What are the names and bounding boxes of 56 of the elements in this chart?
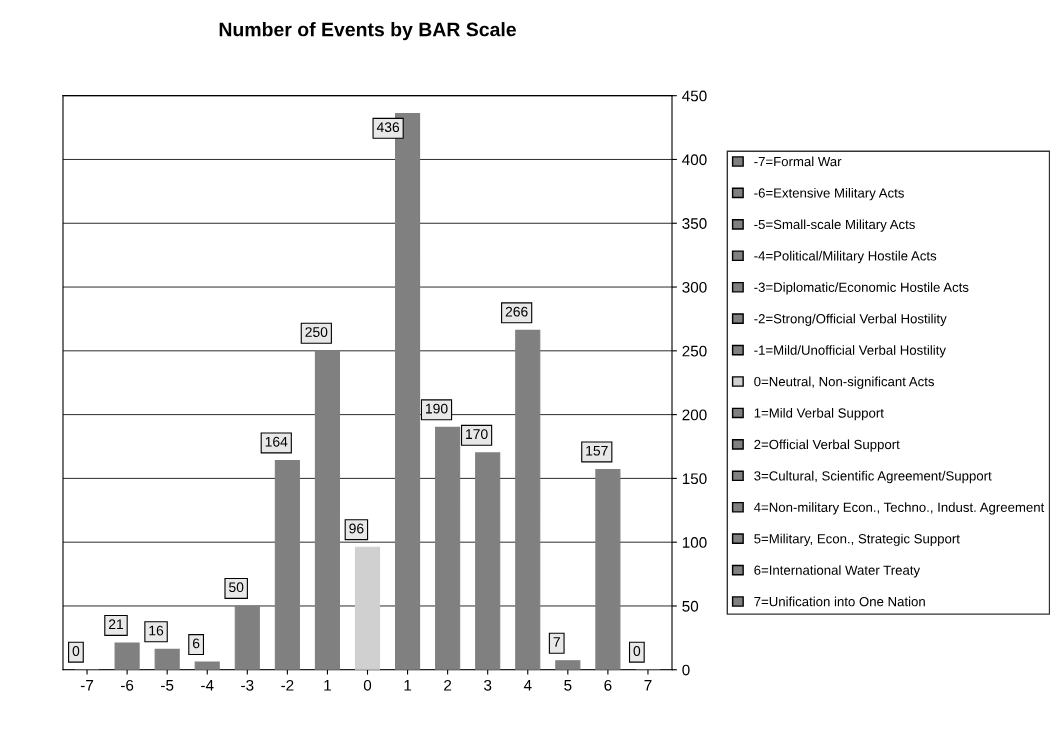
x-tick-label: 7 xyxy=(644,680,652,691)
x-tick-label: -3 xyxy=(241,679,254,691)
data-label: 16 xyxy=(149,625,164,636)
legend-label: -4=Political/Military Hostile Acts xyxy=(754,250,937,264)
data-label: 21 xyxy=(108,619,124,629)
data-label: 170 xyxy=(466,429,488,440)
data-label: 436 xyxy=(376,122,400,133)
data-label: 96 xyxy=(349,523,364,534)
data-label: 6 xyxy=(192,638,200,649)
y-tick-label: 150 xyxy=(682,473,707,485)
x-tick-label: -6 xyxy=(120,679,134,691)
y-tick-label: 350 xyxy=(682,218,707,229)
y-tick-label: 400 xyxy=(682,154,707,166)
legend-label: 5=Military, Econ., Strategic Support xyxy=(754,533,960,547)
legend-label: -1=Mild/Unofficial Verbal Hostility xyxy=(754,345,946,358)
legend-label: 7=Unification into One Nation xyxy=(754,596,925,607)
x-tick-label: 1 xyxy=(324,680,331,691)
x-tick-label: 2 xyxy=(444,679,452,691)
legend-label: 6=International Water Treaty xyxy=(754,565,921,578)
x-tick-label: 0 xyxy=(363,679,372,691)
data-label: 157 xyxy=(586,445,608,456)
legend-label: 4=Non-military Econ., Techno., Indust. Agreement xyxy=(754,502,1045,515)
data-label: 266 xyxy=(505,306,528,317)
legend-label: 0=Neutral, Non-significant Acts xyxy=(754,376,935,389)
y-tick-label: 450 xyxy=(682,90,707,102)
x-tick-label: -5 xyxy=(161,680,174,691)
data-label: 50 xyxy=(229,582,244,593)
y-tick-label: 50 xyxy=(682,600,699,612)
chart-title: Number of Events by BAR Scale xyxy=(219,22,516,41)
data-label: 250 xyxy=(305,327,328,337)
y-tick-label: 100 xyxy=(682,537,707,548)
legend-label: -3=Diplomatic/Economic Hostile Acts xyxy=(754,282,969,295)
x-tick-label: 3 xyxy=(484,679,492,691)
data-label: 0 xyxy=(72,646,80,656)
x-tick-label: 5 xyxy=(564,680,572,691)
legend-label: -6=Extensive Military Acts xyxy=(754,187,904,201)
legend-label: -5=Small-scale Military Acts xyxy=(754,219,915,232)
legend-label: 1=Mild Verbal Support xyxy=(754,408,884,421)
data-label: 190 xyxy=(425,403,448,414)
data-label: 7 xyxy=(553,637,560,647)
y-tick-label: 200 xyxy=(682,409,707,421)
y-tick-label: 0 xyxy=(682,664,690,676)
legend-label: -7=Formal War xyxy=(754,156,842,167)
data-label: 164 xyxy=(265,436,288,447)
legend-label: -2=Strong/Official Verbal Hostility xyxy=(754,313,947,327)
data-label: 0 xyxy=(633,646,641,656)
x-tick-label: 1 xyxy=(404,680,412,691)
y-tick-label: 300 xyxy=(682,281,707,293)
legend-label: 3=Cultural, Scientific Agreement/Support xyxy=(754,470,992,484)
legend-label: 2=Official Verbal Support xyxy=(754,439,900,452)
x-tick-label: 6 xyxy=(604,679,612,691)
x-tick-label: -4 xyxy=(201,680,214,691)
x-tick-label: -7 xyxy=(80,680,94,691)
x-tick-label: 4 xyxy=(523,680,532,691)
y-tick-label: 250 xyxy=(682,345,707,357)
x-tick-label: -2 xyxy=(281,679,294,691)
